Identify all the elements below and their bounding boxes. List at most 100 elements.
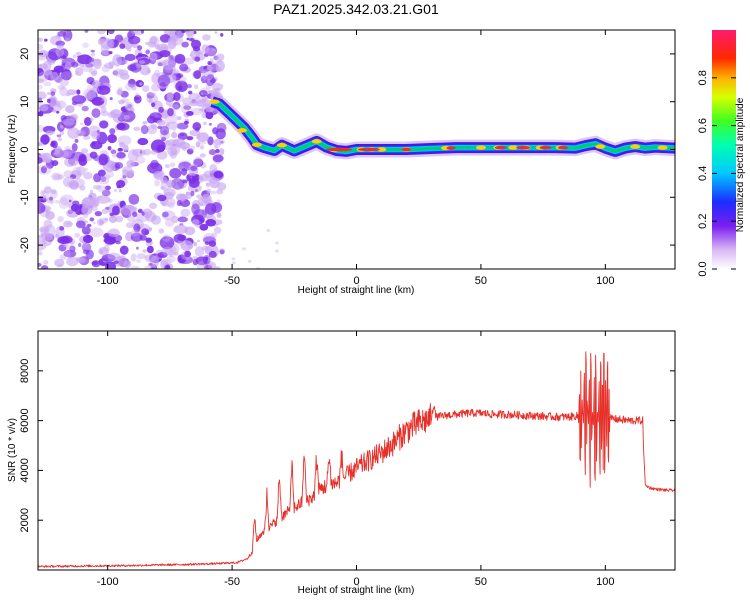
ridge-hot-yellow <box>276 142 287 148</box>
ridge-core-red <box>516 145 531 150</box>
noise-blob <box>107 252 121 260</box>
noise-blob <box>57 236 70 245</box>
noise-blob <box>44 158 52 163</box>
noise-blob <box>179 63 189 72</box>
noise-blob <box>142 85 150 93</box>
noise-blob <box>166 179 175 188</box>
noise-blob <box>202 96 209 103</box>
noise-blob <box>135 259 142 263</box>
noise-blob <box>104 236 117 245</box>
noise-blob <box>192 258 199 266</box>
noise-blob <box>157 43 169 52</box>
noise-blob <box>192 156 203 167</box>
noise-blob <box>141 228 149 236</box>
noise-blob <box>57 85 66 90</box>
noise-blob <box>67 127 80 139</box>
noise-blob <box>47 92 51 96</box>
noise-blob <box>178 161 192 172</box>
noise-blob <box>93 184 102 190</box>
noise-blob <box>80 122 84 125</box>
noise-blob <box>100 176 107 183</box>
ridge-hot-yellow <box>237 128 248 133</box>
noise-blob <box>81 242 92 252</box>
x-tick-label: 50 <box>475 275 487 287</box>
noise-blob <box>48 95 58 107</box>
noise-blob <box>127 30 136 40</box>
noise-blob <box>158 106 164 113</box>
noise-blob <box>158 228 165 234</box>
noise-blob <box>38 262 42 267</box>
noise-blob <box>220 33 224 37</box>
noise-blob <box>55 47 65 57</box>
noise-blob <box>135 155 146 164</box>
y-tick-label: 6000 <box>19 408 31 432</box>
noise-blob <box>126 48 132 52</box>
noise-blob <box>74 232 81 238</box>
noise-speck <box>275 241 280 245</box>
noise-blob <box>147 40 157 48</box>
spectrogram-y-label: Frequency (Hz) <box>7 115 18 184</box>
noise-blob <box>215 60 225 72</box>
noise-blob <box>148 98 153 103</box>
noise-blob <box>146 124 158 135</box>
noise-blob <box>142 121 148 125</box>
noise-blob <box>124 53 136 62</box>
noise-blob <box>93 173 102 183</box>
spectrogram-y-ticks: 20 10 0 -10 -20 <box>19 48 675 253</box>
noise-blob <box>177 216 188 223</box>
noise-blob <box>80 148 89 154</box>
noise-blob <box>54 200 60 204</box>
noise-blob <box>171 178 185 190</box>
noise-blob <box>122 169 129 177</box>
noise-blob <box>85 62 94 68</box>
noise-blob <box>142 208 153 219</box>
noise-blob <box>134 96 140 101</box>
noise-blob <box>172 101 181 110</box>
noise-blob <box>191 203 200 215</box>
noise-blob <box>75 67 84 77</box>
noise-blob <box>92 221 96 224</box>
ridge-hot-yellow <box>595 144 606 149</box>
noise-blob <box>219 141 224 144</box>
colorbar-tick-label: 0.0 <box>697 261 709 276</box>
noise-blob <box>204 265 212 269</box>
noise-blob <box>38 97 43 103</box>
noise-blob <box>88 68 98 75</box>
noise-blob <box>142 249 147 253</box>
ridge-hot-yellow <box>657 145 668 150</box>
noise-blob <box>56 44 64 49</box>
noise-blob <box>38 43 44 51</box>
noise-blob <box>215 128 226 140</box>
noise-blob <box>195 127 200 132</box>
noise-blob <box>196 93 201 97</box>
noise-blob <box>185 111 194 116</box>
ridge-hot-yellow <box>251 142 262 147</box>
noise-blob <box>219 249 225 255</box>
noise-blob <box>38 111 42 117</box>
noise-blob <box>199 145 205 150</box>
y-tick-label: 4000 <box>19 458 31 482</box>
noise-blob <box>79 185 86 191</box>
noise-blob <box>51 172 61 181</box>
noise-blob <box>160 44 168 53</box>
noise-blob <box>177 254 186 264</box>
noise-blob <box>137 137 149 146</box>
noise-blob <box>138 60 146 65</box>
noise-blob <box>206 65 213 71</box>
noise-blob <box>91 130 100 140</box>
noise-blob <box>54 149 70 159</box>
noise-blob <box>189 53 193 57</box>
noise-blob <box>195 141 201 148</box>
ridge-core-red <box>357 147 380 152</box>
noise-blob <box>159 236 175 250</box>
noise-blob <box>52 109 57 113</box>
noise-blob <box>166 255 176 263</box>
noise-blob <box>219 148 225 156</box>
noise-blob <box>203 196 211 204</box>
noise-blob <box>149 52 158 61</box>
noise-blob <box>91 70 98 77</box>
y-tick-label: 0 <box>19 146 31 152</box>
noise-blob <box>65 93 71 97</box>
noise-blob <box>71 143 78 152</box>
